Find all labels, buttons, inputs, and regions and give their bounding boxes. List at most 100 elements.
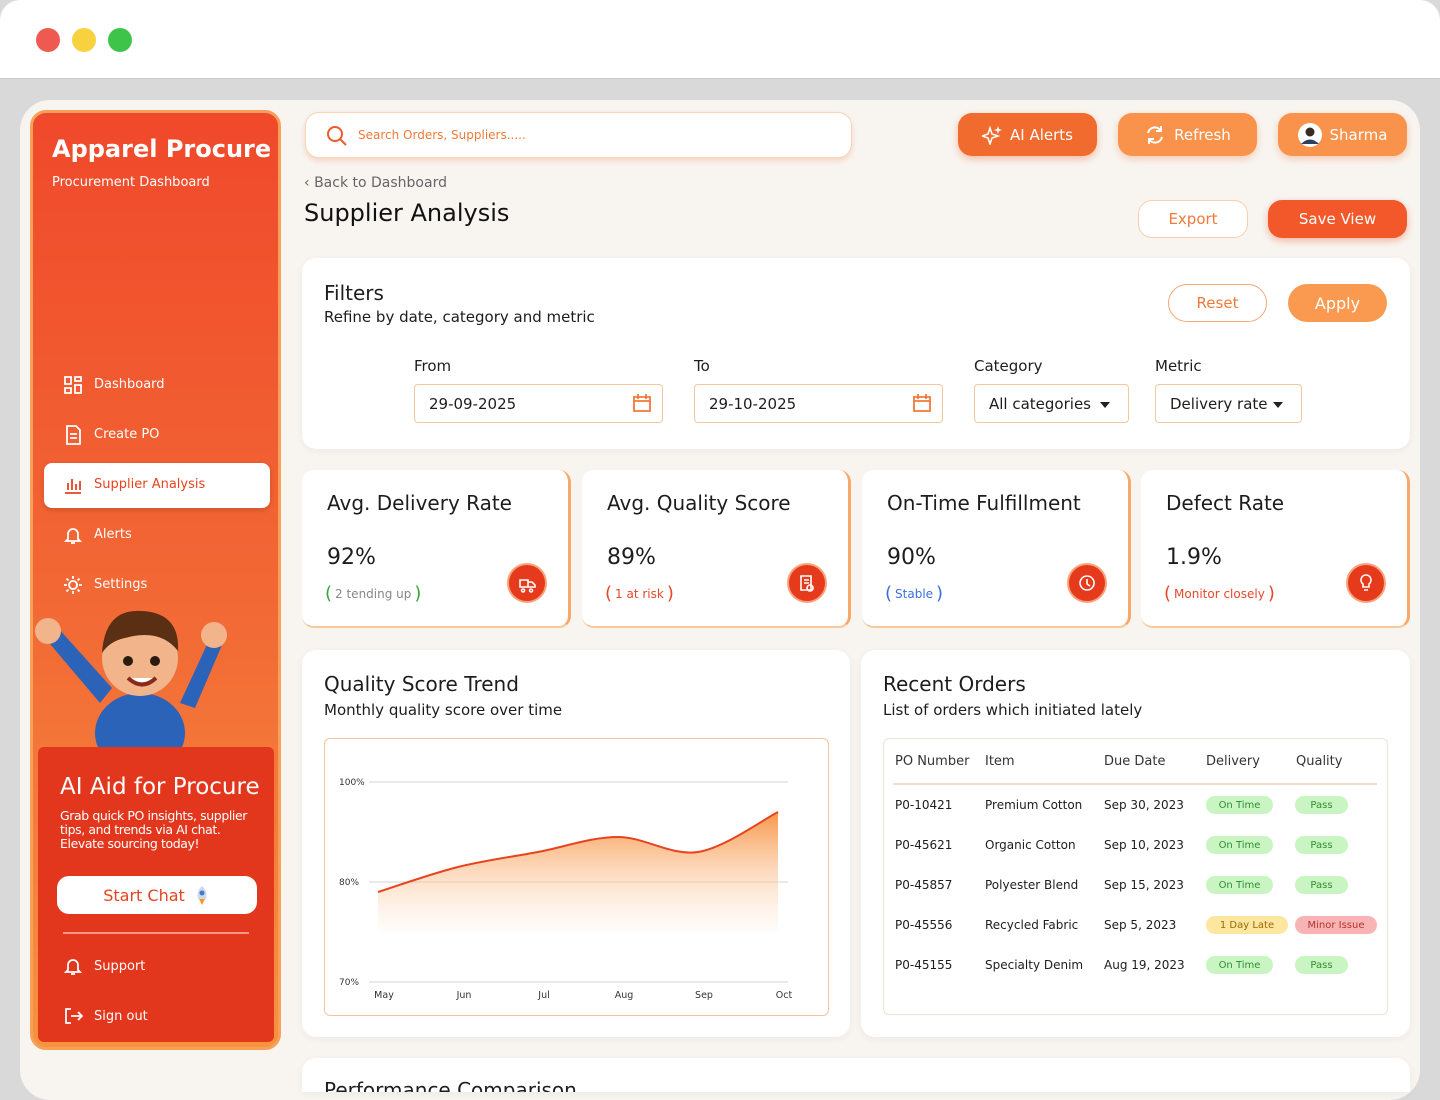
nav-item[interactable]: Dashboard [94,377,165,392]
nav-icon-shape [66,425,81,445]
close-dot[interactable] [36,28,60,52]
window-controls [36,28,132,52]
table-header: Quality [1296,754,1343,769]
status-badge: Pass [1295,876,1348,894]
table-cell: P0-45155 [895,958,953,972]
kpi-note-text: 2 tending up [335,586,412,601]
status-badge: Pass [1295,796,1348,814]
back-link[interactable]: ‹ Back to Dashboard [304,175,447,191]
filter-input[interactable]: Delivery rate [1155,384,1302,423]
brand-subtitle: Procurement Dashboard [52,175,210,190]
user-button[interactable]: Sharma [1278,113,1407,156]
kpi-note-text: 1 at risk [615,586,664,601]
filter-value: Delivery rate [1170,394,1268,413]
apply-button[interactable]: Apply [1288,284,1387,322]
window-bar [0,0,1440,79]
start-chat-button[interactable]: Start Chat [57,876,257,914]
kpi-card: Defect Rate 1.9% (Monitor closely) [1141,470,1410,628]
export-label: Export [1168,210,1218,228]
footer-link[interactable]: Sign out [94,1009,148,1024]
nav-icon [66,425,81,445]
search-placeholder: Search Orders, Suppliers..... [358,128,526,142]
promo-title: AI Aid for Procure [60,774,260,800]
table-cell: Sep 15, 2023 [1104,878,1184,892]
footer-link[interactable]: Support [94,959,146,974]
chart-subtitle: Monthly quality score over time [324,701,563,719]
reset-button[interactable]: Reset [1168,284,1267,322]
filter-input[interactable]: 29-09-2025 [414,384,663,423]
footer-icon [65,1008,83,1024]
filter-label: Metric [1155,357,1202,375]
kpi-title: On-Time Fulfillment [887,491,1081,515]
paren: ( [605,583,613,604]
x-tick-label: May [374,990,394,1001]
y-tick-label: 100% [339,778,365,788]
user-avatar [1297,122,1322,147]
filters-title: Filters [324,281,384,305]
table-cell: P0-45857 [895,878,953,892]
kpi-value: 1.9% [1166,545,1222,570]
calendar-icon-shape [913,394,931,412]
paren: ) [1267,583,1275,604]
x-tick-label: Oct [776,990,793,1001]
start-chat-label: Start Chat [103,885,185,905]
filters-card: Filters Refine by date, category and met… [302,258,1410,449]
caret [1100,402,1110,408]
table-header: Delivery [1206,754,1260,769]
minimize-dot[interactable] [72,28,96,52]
filter-input[interactable]: 29-10-2025 [694,384,943,423]
nav-item[interactable]: Alerts [94,527,132,542]
nav-item[interactable]: Supplier Analysis [94,477,206,492]
table-cell: P0-10421 [895,798,953,812]
chart-title: Quality Score Trend [324,672,519,696]
ai-alerts-button[interactable]: AI Alerts [958,113,1097,156]
caret [1273,402,1283,408]
save-view-button[interactable]: Save View [1268,200,1407,238]
filter-label: Category [974,357,1043,375]
kpi-icon-glyph [519,579,536,593]
export-button[interactable]: Export [1138,200,1248,238]
orders-subtitle: List of orders which initiated lately [883,701,1143,719]
nav-item[interactable]: Create PO [94,427,160,442]
user-name: Sharma [1329,125,1388,144]
nav-active-bg [44,463,270,508]
kpi-title: Avg. Quality Score [607,491,791,515]
refresh-icon [1147,125,1164,144]
kpi-card: Avg. Delivery Rate 92% (2 tending up) [302,470,571,628]
calendar-icon [633,394,651,412]
maximize-dot[interactable] [108,28,132,52]
refresh-button[interactable]: Refresh [1118,113,1257,156]
filter-label: To [694,357,710,375]
nav-item[interactable]: Settings [94,577,148,592]
table-cell: Recycled Fabric [985,918,1079,932]
status-badge: Minor Issue [1295,916,1377,934]
promo-text: Grab quick PO insights, supplier tips, a… [60,808,248,851]
y-tick-label: 80% [339,878,359,888]
sparkle-icon [982,125,1002,145]
brand: Apparel Procure [52,135,272,163]
kpi-icon-glyph [800,575,814,592]
kpi-icon-glyph [1079,575,1095,591]
quality-trend-card: Quality Score Trend Monthly quality scor… [302,650,850,1037]
kpi-note-text: Monitor closely [1174,586,1265,601]
status-badge: 1 Day Late [1206,916,1288,934]
kpi-icon-bg [1346,563,1386,603]
status-badge: On Time [1206,796,1273,814]
back-link-label: Back to Dashboard [314,175,447,191]
search-icon [327,126,347,146]
x-tick-label: Jul [537,990,549,1001]
table-cell: Sep 10, 2023 [1104,838,1184,852]
table-cell: Premium Cotton [985,798,1083,812]
area [378,812,778,932]
filter-input[interactable]: All categories [974,384,1129,423]
search-box[interactable]: Search Orders, Suppliers..... [305,112,852,158]
promo-divider [63,932,249,934]
paren: ( [325,583,333,604]
sidebar: Apparel Procure Procurement Dashboard AI… [30,110,281,1050]
table-header: Due Date [1104,754,1166,769]
paren: ) [666,583,674,604]
nav-icon [64,376,82,394]
x-tick-label: Jun [456,990,472,1001]
paren: ) [936,583,944,604]
